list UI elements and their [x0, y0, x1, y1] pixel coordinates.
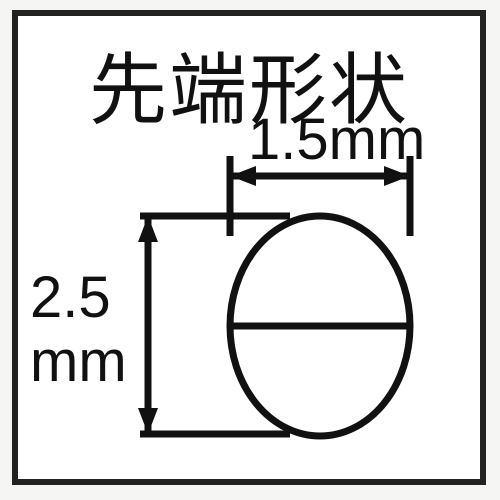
vertical-dimension-value: 2.5 [30, 265, 111, 330]
vertical-dimension-unit: mm [30, 329, 127, 394]
diagram-panel: 先端形状 1.5mm 2.5 mm [12, 10, 486, 485]
vertical-dimension-label: 2.5 mm [30, 266, 127, 394]
horizontal-dimension-label: 1.5mm [248, 108, 425, 172]
tip-shape-drawing [18, 16, 492, 491]
